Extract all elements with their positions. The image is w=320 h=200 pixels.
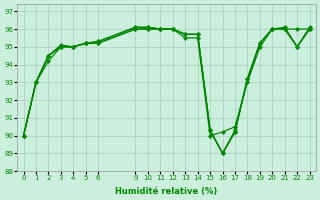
X-axis label: Humidité relative (%): Humidité relative (%) bbox=[116, 187, 218, 196]
